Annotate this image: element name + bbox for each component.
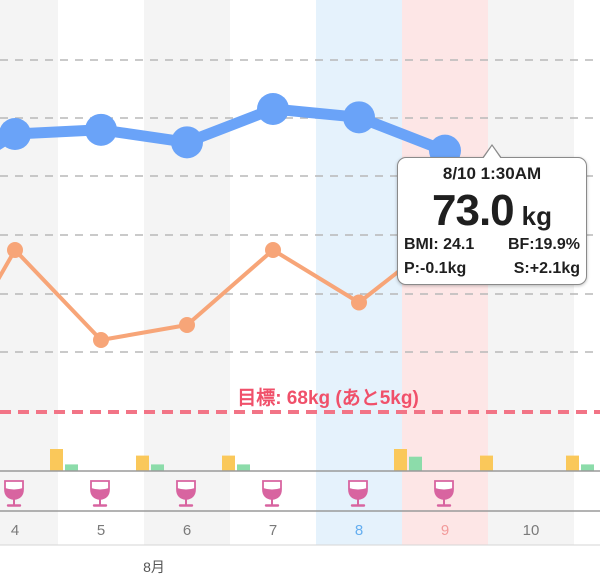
day-column-4 [0,0,58,545]
wine-glass-icon [176,480,196,507]
tooltip-weight-unit: kg [521,201,552,231]
intake-bar-snack-4 [65,464,78,471]
intake-bars [50,449,594,471]
wine-glass-liquid [263,488,281,499]
wine-glass-liquid [177,488,195,499]
intake-bar-snack-8 [409,456,422,471]
intake-bar-snack-6 [237,464,250,471]
tooltip-row-bmi-bf: BMI: 24.1 BF:19.9% [404,236,580,254]
x-tick-label-5: 5 [96,522,106,539]
wine-glass-icon [434,480,454,507]
tooltip-pointer-fill [483,146,501,159]
point-body_fat-5[interactable] [93,332,109,348]
intake-bar-meal-8 [394,449,407,471]
x-tick-label-10: 10 [522,522,540,539]
point-weight-7[interactable] [257,92,289,125]
day-column-8 [316,0,402,545]
tooltip-bmi: BMI: 24.1 [404,236,475,253]
point-weight-6[interactable] [171,126,203,159]
x-tick-label-7: 7 [268,522,278,539]
tooltip-body-fat: BF:19.9% [507,236,580,253]
data-point-tooltip: 8/10 1:30AM 73.0 kg BMI: 24.1 BF:19.9% P:… [397,144,587,285]
tooltip-datetime: 8/10 1:30AM [442,164,542,183]
wine-glass-icon [90,480,110,507]
point-body_fat-8[interactable] [351,294,367,311]
intake-bar-snack-10 [581,464,594,471]
intake-bar-meal-10 [566,455,579,471]
point-weight-8[interactable] [343,101,375,134]
intake-bar-meal-9 [480,455,493,471]
day-column-5 [58,0,144,545]
point-weight-5[interactable] [85,113,117,146]
wine-glass-liquid [91,488,109,499]
wine-glass-liquid [435,488,453,499]
intake-bar-snack-5 [151,464,164,471]
bottom-row-lines [0,470,600,546]
tooltip-row-p-s: P:-0.1kg S:+2.1kg [404,260,580,278]
x-tick-label-9: 9 [440,522,450,539]
day-column-6 [144,0,230,545]
point-body_fat-7[interactable] [265,242,281,258]
wine-glass-liquid [349,488,367,499]
wine-glass-icon [348,480,368,507]
point-body_fat-4[interactable] [7,242,23,258]
intake-bar-meal-6 [222,455,235,471]
wine-glass-icon [262,480,282,507]
day-column-7 [230,0,316,545]
wine-glass-icon [4,480,24,507]
tooltip-weight: 73.0 kg [398,186,586,236]
x-tick-label-6: 6 [182,522,192,539]
series-points[interactable] [0,92,461,348]
x-tick-label-8: 8 [354,522,364,539]
month-label: 8月 [143,559,165,575]
intake-bar-meal-4 [50,449,63,471]
tooltip-weight-value: 73.0 [432,186,515,235]
point-body_fat-6[interactable] [179,317,195,333]
x-tick-label-4: 4 [10,522,20,539]
tooltip-s: S:+2.1kg [513,260,580,277]
point-weight-4[interactable] [0,118,31,150]
intake-bar-meal-5 [136,455,149,471]
alcohol-icons [4,480,454,507]
goal-label: 目標: 68kg (あと5kg) [237,388,419,409]
wine-glass-liquid [5,488,23,499]
tooltip-p: P:-0.1kg [404,260,467,277]
